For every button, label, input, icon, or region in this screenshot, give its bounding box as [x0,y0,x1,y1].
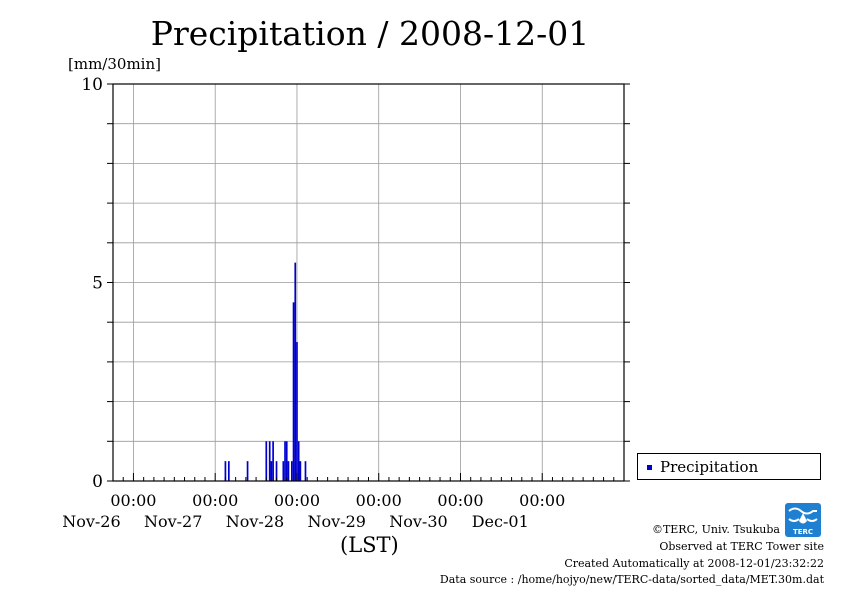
axes: 0 5 10 00:00 Nov-26 00:00 Nov-27 00:00 Nov-28 00:… [62,75,630,531]
x-tick-date-label: Nov-29 [308,512,366,531]
precipitation-bar [284,441,286,481]
precipitation-bar [292,302,295,481]
precipitation-bar [265,441,268,481]
precipitation-bar [246,461,249,481]
precipitation-bar [285,441,288,481]
precipitation-bar [275,461,278,481]
x-tick-time-label: 00:00 [110,491,156,510]
precipitation-bar [297,441,300,481]
legend-label: Precipitation [660,458,759,476]
chart-title: Precipitation / 2008-12-01 [150,14,590,53]
logo-text: TERC [792,528,814,536]
precipitation-bar [296,342,298,481]
precipitation-bar [294,262,297,481]
precipitation-bar [224,461,227,481]
precipitation-bar [299,461,302,481]
precipitation-bars [224,262,307,481]
precipitation-bar [304,461,307,481]
x-tick-time-label: 00:00 [274,491,320,510]
precipitation-bar [290,461,293,481]
grid-lines [113,84,624,481]
terc-logo: TERC [785,503,821,537]
created-text: Created Automatically at 2008-12-01/23:3… [564,557,824,570]
x-tick-time-label: 00:00 [356,491,402,510]
y-tick-label: 10 [81,75,103,95]
observed-text: Observed at TERC Tower site [659,540,824,553]
x-tick-time-label: 00:00 [192,491,238,510]
y-axis-unit-label: [mm/30min] [68,55,161,73]
y-tick-label: 0 [92,472,103,492]
x-tick-date-label: Nov-26 [62,512,120,531]
precipitation-bar [227,461,230,481]
copyright-text: ©TERC, Univ. Tsukuba [651,523,780,536]
precipitation-bar [268,441,271,481]
x-tick-date-label: Nov-27 [144,512,202,531]
x-tick-time-label: 00:00 [519,491,565,510]
precipitation-bar [270,461,273,481]
logo-wave-icon [788,507,818,524]
data-source-text: Data source : /home/hojyo/new/TERC-data/… [439,573,824,586]
x-tick-time-label: 00:00 [437,491,483,510]
y-tick-label: 5 [92,274,103,294]
precipitation-bar [282,461,285,481]
precipitation-bar [287,461,290,481]
x-tick-date-label: Nov-30 [389,512,447,531]
precipitation-bar [272,441,274,481]
legend: Precipitation [637,453,821,480]
legend-swatch [647,465,652,470]
x-tick-date-label: Dec-01 [472,512,529,531]
x-tick-date-label: Nov-28 [226,512,284,531]
x-axis-label: (LST) [340,533,399,557]
